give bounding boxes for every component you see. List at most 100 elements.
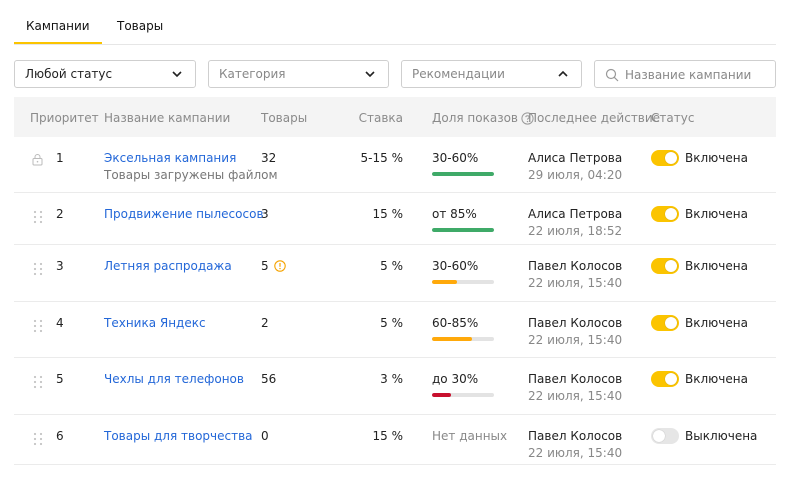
status-label: Включена (685, 316, 748, 330)
status-filter-select[interactable]: Любой статус (14, 60, 196, 88)
campaign-name-link[interactable]: Летняя распродажа (104, 259, 232, 273)
column-share[interactable]: Доля показов (432, 111, 534, 125)
status-toggle[interactable] (651, 258, 679, 274)
share-progress-fill (432, 337, 472, 341)
share-progress-fill (432, 172, 494, 176)
campaign-name-cell: Эксельная кампания (104, 151, 236, 165)
status-toggle[interactable] (651, 371, 679, 387)
category-filter-placeholder: Категория (219, 67, 286, 81)
toggle-knob (665, 260, 677, 272)
priority-value: 2 (56, 207, 64, 221)
table-row: 2 Продвижение пылесосов 3 15 % от 85% Алиса П… (14, 193, 776, 245)
status-label: Включена (685, 151, 748, 165)
lock-icon (32, 154, 43, 166)
campaign-name-cell: Товары для творчества (104, 429, 253, 443)
drag-handle-icon[interactable] (33, 432, 43, 446)
column-name[interactable]: Название кампании (104, 111, 231, 125)
rate-value: 15 % (372, 429, 404, 443)
search-icon (605, 68, 619, 82)
status-toggle[interactable] (651, 150, 679, 166)
priority-value: 5 (56, 372, 64, 386)
campaign-name-cell: Чехлы для телефонов (104, 372, 244, 386)
column-goods[interactable]: Товары (261, 111, 308, 125)
campaign-name-link[interactable]: Чехлы для телефонов (104, 372, 244, 386)
share-value: от 85% (432, 207, 477, 221)
help-icon[interactable] (521, 112, 534, 125)
share-progress-bar (432, 393, 494, 397)
status-toggle[interactable] (651, 315, 679, 331)
campaign-search (594, 60, 776, 88)
share-value: до 30% (432, 372, 479, 386)
toggle-knob (665, 152, 677, 164)
goods-count: 5 (261, 259, 286, 273)
priority-value: 3 (56, 259, 64, 273)
last-action-date: 22 июля, 15:40 (528, 446, 623, 460)
priority-value: 1 (56, 151, 64, 165)
category-filter-select[interactable]: Категория (208, 60, 389, 88)
campaign-name-link[interactable]: Товары для творчества (104, 429, 253, 443)
goods-count: 56 (261, 372, 276, 386)
share-value: 60-85% (432, 316, 479, 330)
column-last-action[interactable]: Последнее действие (528, 111, 661, 125)
table-row: 1 Эксельная кампания Товары загружены файл… (14, 137, 776, 193)
status-label: Включена (685, 372, 748, 386)
search-input[interactable] (625, 66, 770, 84)
campaign-subtitle: Товары загружены файлом (104, 168, 278, 182)
chevron-down-icon (172, 71, 182, 78)
table-row: 3 Летняя распродажа 5 5 % 30-60% Павел Колосо… (14, 245, 776, 302)
last-action-user: Алиса Петрова (528, 207, 623, 221)
status-label: Включена (685, 207, 748, 221)
tab-campaigns[interactable]: Кампании (14, 19, 102, 44)
last-action-user: Павел Колосов (528, 259, 623, 273)
goods-count: 3 (261, 207, 269, 221)
tab-goods[interactable]: Товары (117, 19, 164, 33)
campaign-name-cell: Техника Яндекс (104, 316, 206, 330)
filter-bar: Любой статус Категория Рекомендации (14, 60, 776, 88)
share-progress-fill (432, 280, 457, 284)
share-progress-fill (432, 228, 494, 232)
campaign-name-cell: Летняя распродажа (104, 259, 232, 273)
status-toggle[interactable] (651, 206, 679, 222)
column-status[interactable]: Статус (651, 111, 695, 125)
recommendations-filter-select[interactable]: Рекомендации (401, 60, 582, 88)
goods-count-value: 3 (261, 207, 269, 221)
campaign-name-link[interactable]: Продвижение пылесосов (104, 207, 264, 221)
rate-value: 5 % (380, 259, 403, 273)
status-toggle[interactable] (651, 428, 679, 444)
column-priority[interactable]: Приоритет (30, 111, 99, 125)
drag-handle-icon[interactable] (33, 319, 43, 333)
rate-value: 5-15 % (360, 151, 403, 165)
toggle-knob (665, 208, 677, 220)
status-label: Выключена (685, 429, 758, 443)
table-row: 5 Чехлы для телефонов 56 3 % до 30% Павел Кол… (14, 358, 776, 415)
last-action-user: Павел Колосов (528, 372, 623, 386)
last-action-date: 29 июля, 04:20 (528, 168, 623, 182)
goods-count-value: 2 (261, 316, 269, 330)
share-progress-bar (432, 337, 494, 341)
chevron-down-icon (365, 71, 375, 78)
share-value: 30-60% (432, 259, 479, 273)
campaign-name-link[interactable]: Эксельная кампания (104, 151, 237, 165)
rate-value: 5 % (380, 316, 403, 330)
goods-count: 32 (261, 151, 276, 165)
goods-count-value: 32 (261, 151, 277, 165)
campaign-name-link[interactable]: Техника Яндекс (104, 316, 206, 330)
drag-handle-icon[interactable] (33, 262, 43, 276)
campaign-name-cell: Продвижение пылесосов (104, 207, 264, 221)
toggle-knob (665, 317, 677, 329)
share-value: Нет данных (432, 429, 508, 443)
rate-value: 3 % (380, 372, 403, 386)
last-action-date: 22 июля, 15:40 (528, 276, 623, 290)
rate-value: 15 % (372, 207, 404, 221)
table-row: 4 Техника Яндекс 2 5 % 60-85% Павел Колосов 22… (14, 302, 776, 358)
toggle-knob (653, 430, 665, 442)
drag-handle-icon[interactable] (33, 210, 43, 224)
share-progress-bar (432, 172, 494, 176)
priority-value: 6 (56, 429, 64, 443)
last-action-date: 22 июля, 15:40 (528, 333, 623, 347)
recommendations-filter-placeholder: Рекомендации (412, 67, 505, 81)
tab-bar: Кампании Товары (14, 0, 776, 45)
column-rate[interactable]: Ставка (358, 111, 403, 125)
warning-icon[interactable] (273, 260, 286, 272)
drag-handle-icon[interactable] (33, 375, 43, 389)
